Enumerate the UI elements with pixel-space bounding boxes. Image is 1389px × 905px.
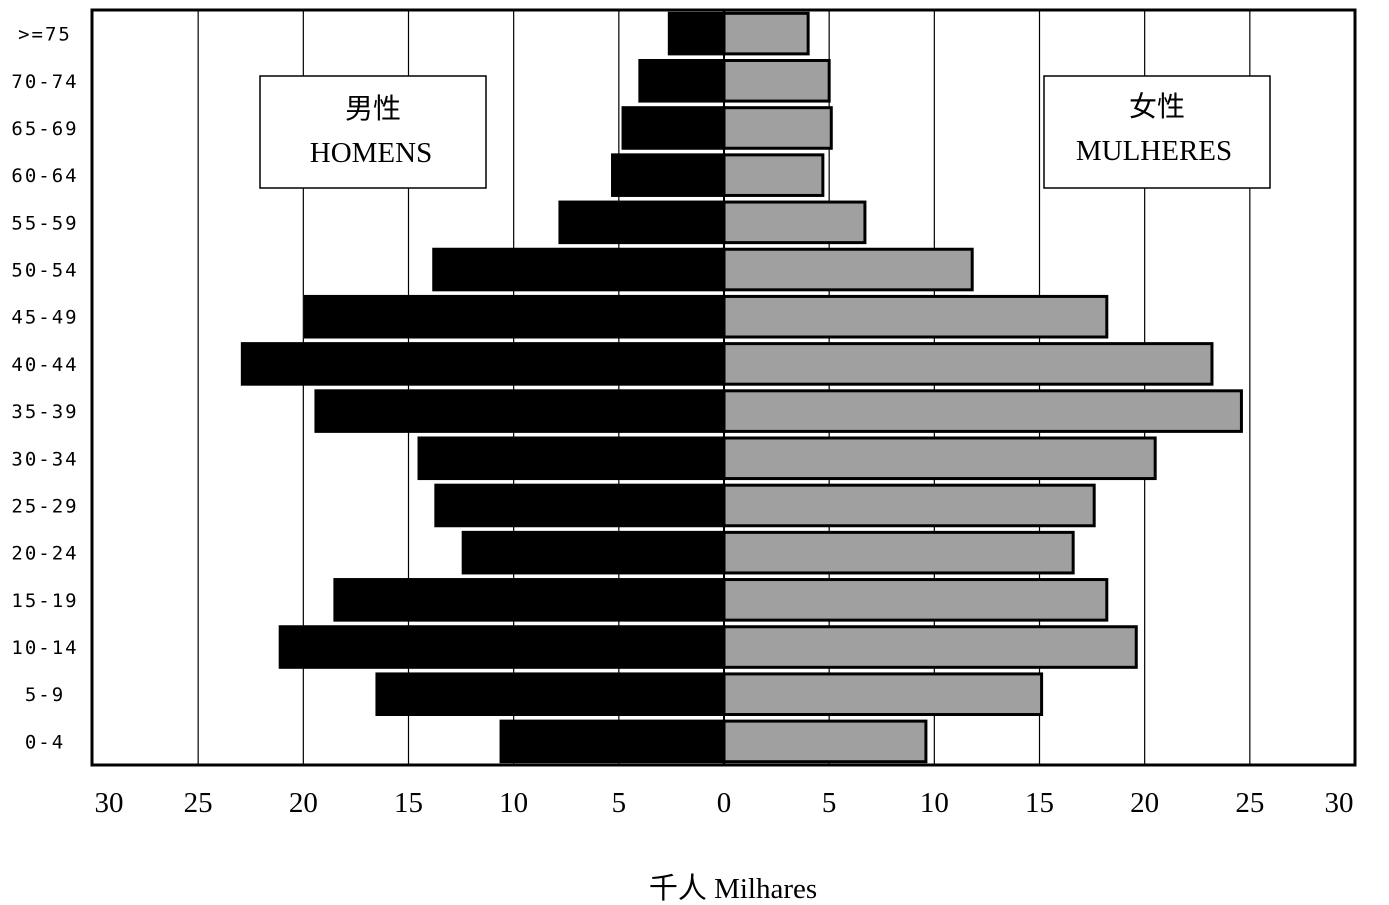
female-bar-0-4	[722, 719, 928, 764]
x-tick-label: 30	[1325, 787, 1354, 819]
age-group-label: 65-69	[11, 118, 78, 140]
x-tick-label: 10	[499, 787, 528, 819]
x-tick-label: 25	[184, 787, 213, 819]
x-tick-label: 5	[612, 787, 627, 819]
x-tick-label: 20	[1130, 787, 1159, 819]
male-bar-60-64	[611, 153, 726, 197]
age-group-label: 60-64	[11, 165, 78, 187]
age-group-label: 50-54	[11, 260, 78, 282]
age-group-label: 25-29	[11, 495, 78, 517]
men-label-chinese: 男性	[345, 92, 401, 125]
female-bar-30-34	[722, 436, 1157, 481]
age-group-label: >=75	[18, 24, 72, 46]
x-tick-label: 15	[1025, 787, 1054, 819]
male-bar-45-49	[303, 294, 726, 339]
female-bar-20-24	[722, 530, 1075, 575]
male-bar-70-74	[638, 58, 726, 103]
age-group-label: 70-74	[11, 71, 78, 93]
female-bar-45-49	[722, 294, 1109, 339]
male-bar-35-39	[314, 389, 726, 433]
age-group-label: 0-4	[25, 731, 65, 753]
female-bar-70-74	[722, 58, 831, 103]
age-group-label: 55-59	[11, 212, 78, 234]
female-bar-5-9	[722, 672, 1044, 717]
age-group-label: 45-49	[11, 307, 78, 329]
female-bar-25-29	[722, 483, 1096, 528]
female-bar-15-19	[722, 578, 1109, 622]
female-bar-35-39	[722, 389, 1243, 433]
men-label-frame	[259, 75, 487, 189]
x-tick-label: 0	[717, 787, 732, 819]
age-group-label: 35-39	[11, 401, 78, 423]
women-label-chinese: 女性	[1129, 90, 1185, 123]
x-tick-label: 20	[289, 787, 318, 819]
male-bar-0-4	[499, 719, 726, 764]
male-bar-30-34	[417, 436, 726, 481]
men-label-portuguese: HOMENS	[310, 137, 432, 169]
men-label-box: 男性 HOMENS	[259, 75, 487, 189]
age-group-labels: >=75 70-74 65-69 60-64 55-59 50-54 45-49 40-44 3…	[11, 24, 78, 754]
x-tick-label: 15	[394, 787, 423, 819]
age-group-label: 20-24	[11, 543, 78, 565]
female-bar-50-54	[722, 247, 974, 292]
female-bar-60-64	[722, 153, 825, 197]
male-bar-25-29	[434, 483, 726, 528]
male-bar-40-44	[240, 342, 726, 386]
age-group-label: 40-44	[11, 354, 78, 376]
age-group-label: 30-34	[11, 448, 78, 470]
x-axis-tick-labels: 30 25 20 15 10 5 0 5 10 15 20 25 30	[95, 787, 1354, 819]
male-bar-55-59	[558, 200, 726, 245]
age-group-label: 15-19	[11, 590, 78, 612]
age-group-label: 5-9	[25, 684, 65, 706]
male-bar-20-24	[461, 530, 726, 575]
women-label-portuguese: MULHERES	[1076, 135, 1232, 167]
female-bar-55-59	[722, 200, 867, 245]
x-tick-label: 25	[1235, 787, 1264, 819]
women-label-box: 女性 MULHERES	[1043, 75, 1271, 189]
age-group-label: 10-14	[11, 637, 78, 659]
male-bar->=75	[667, 11, 726, 56]
x-axis-label: 千人 Milhares	[649, 873, 817, 905]
x-tick-label: 5	[822, 787, 837, 819]
x-tick-label: 30	[95, 787, 124, 819]
bars-layer	[240, 11, 1243, 764]
female-bar->=75	[722, 11, 810, 56]
male-bar-5-9	[375, 672, 726, 717]
male-bar-10-14	[278, 625, 726, 669]
male-bar-50-54	[432, 247, 726, 292]
female-bar-65-69	[722, 106, 833, 150]
male-bar-65-69	[621, 106, 726, 150]
x-tick-label: 10	[920, 787, 949, 819]
female-bar-10-14	[722, 625, 1138, 669]
women-label-frame	[1043, 75, 1271, 189]
male-bar-15-19	[333, 578, 726, 622]
female-bar-40-44	[722, 342, 1214, 386]
plot-frame	[90, 8, 1357, 767]
